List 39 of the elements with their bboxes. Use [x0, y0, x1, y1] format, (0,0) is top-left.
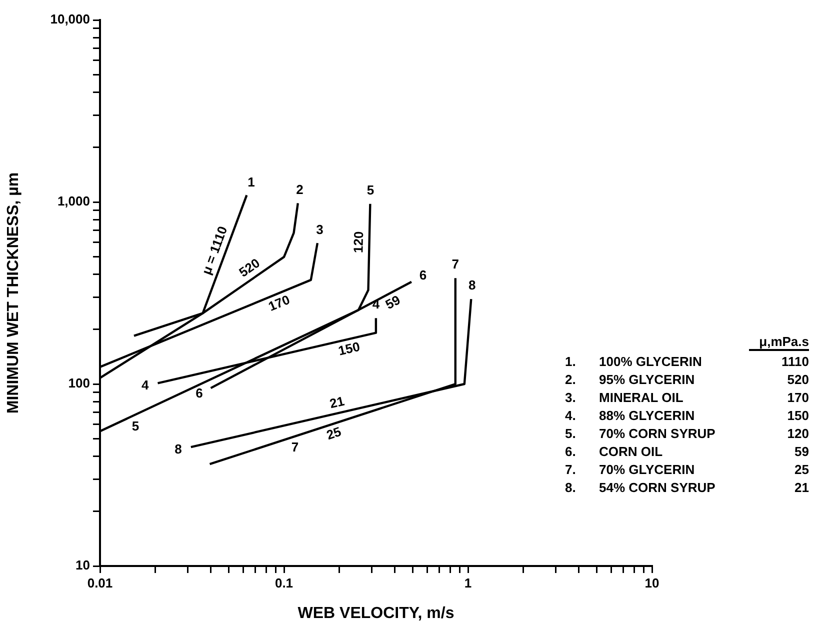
- text: 6. CORN OIL 59: [565, 444, 809, 459]
- annotation: 59: [382, 292, 403, 312]
- text: 8. 54% CORN SYRUP 21: [565, 480, 809, 495]
- y-axis-title: MINIMUM WET THICKNESS, µm: [5, 172, 22, 414]
- x-tick-label: 10: [644, 575, 660, 590]
- annotation: 25: [324, 424, 343, 443]
- text: μ,mPa.s: [749, 334, 809, 351]
- annotation: 5: [132, 418, 140, 434]
- annotation: 5: [366, 182, 374, 198]
- annotation: 21: [328, 393, 346, 412]
- text: 4. 88% GLYCERIN 150: [565, 408, 809, 423]
- annotation: 6: [196, 386, 203, 401]
- text: 7. 70% GLYCERIN 25: [565, 462, 809, 477]
- annotation: 7: [291, 439, 299, 454]
- annotation: 4: [141, 378, 150, 393]
- annotation: 7: [452, 256, 460, 272]
- text: 2. 95% GLYCERIN 520: [565, 372, 809, 387]
- annotation: μ = 1110: [198, 224, 230, 277]
- annotation: 3: [316, 222, 324, 237]
- annotation: 150: [336, 338, 362, 358]
- text: 1. 100% GLYCERIN 1110: [565, 354, 809, 369]
- text: 5. 70% CORN SYRUP 120: [565, 426, 809, 441]
- annotation: 520: [236, 255, 262, 280]
- annotation: 8: [174, 442, 182, 457]
- x-tick-label: 1: [464, 575, 472, 590]
- x-axis-title: WEB VELOCITY, m/s: [298, 604, 454, 622]
- y-tick-label: 10,000: [50, 12, 90, 27]
- annotation: 1: [248, 174, 255, 190]
- x-tick-label: 0.1: [274, 575, 294, 590]
- y-tick-label: 1,000: [57, 194, 90, 209]
- annotation: 2: [296, 182, 304, 197]
- x-tick-label: 0.01: [87, 575, 113, 590]
- annotation: 170: [266, 292, 292, 314]
- annotation: 120: [350, 231, 366, 254]
- text: 3. MINERAL OIL 170: [565, 390, 809, 405]
- y-tick-label: 10: [76, 558, 90, 573]
- annotation: 8: [468, 278, 476, 293]
- y-tick-label: 100: [68, 376, 90, 391]
- annotation: 6: [419, 267, 427, 282]
